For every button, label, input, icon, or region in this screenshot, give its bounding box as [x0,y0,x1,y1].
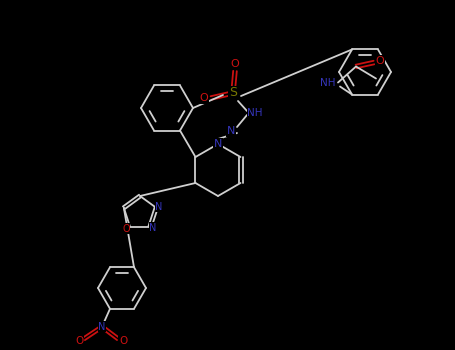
Text: O: O [376,56,384,65]
Text: N: N [227,126,235,136]
Text: O: O [122,224,130,234]
Text: N: N [214,139,222,149]
Text: N: N [98,322,106,332]
Text: S: S [229,86,237,99]
Text: O: O [231,59,239,69]
Text: N: N [156,202,163,212]
Text: O: O [119,336,127,346]
Text: NH: NH [320,77,336,88]
Text: N: N [149,223,157,233]
Text: O: O [200,93,208,103]
Text: O: O [75,336,83,346]
Text: NH: NH [247,108,263,118]
